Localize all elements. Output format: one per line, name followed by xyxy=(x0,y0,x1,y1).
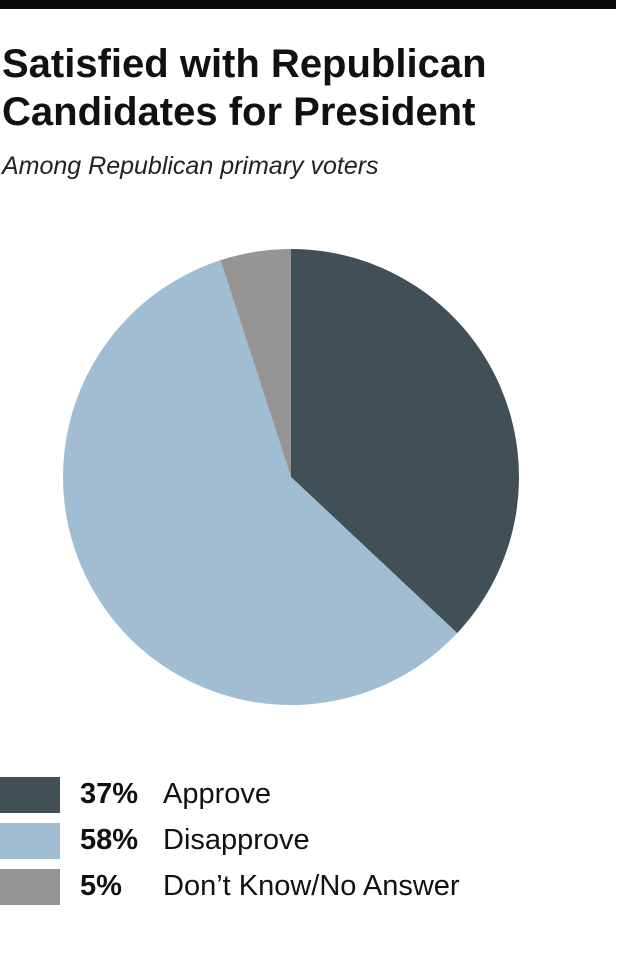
legend-swatch-disapprove xyxy=(0,823,60,859)
legend-label-approve: Approve xyxy=(163,778,272,810)
legend-item-disapprove: 58% Disapprove xyxy=(0,816,620,862)
pie-slice-dont-know xyxy=(220,249,291,477)
chart-subtitle: Among Republican primary voters xyxy=(2,152,379,180)
pie-slices xyxy=(62,249,519,706)
legend-label-dont-know: Don’t Know/No Answer xyxy=(163,870,460,902)
legend: 37% Approve 58% Disapprove 5% Don’t Know… xyxy=(0,770,620,908)
top-rule xyxy=(0,0,616,9)
legend-value-dont-know: 5% xyxy=(80,870,122,902)
legend-value-approve: 37% xyxy=(80,778,139,810)
pie-slice-disapprove xyxy=(62,260,458,706)
legend-swatch-dont-know xyxy=(0,869,60,905)
legend-swatch-approve xyxy=(0,777,60,813)
chart-title: Satisfied with Republican Candidates for… xyxy=(2,42,487,134)
legend-value-disapprove: 58% xyxy=(80,824,139,856)
legend-item-dont-know: 5% Don’t Know/No Answer xyxy=(0,862,620,908)
pie-slice-approve xyxy=(291,249,519,634)
legend-label-disapprove: Disapprove xyxy=(163,824,310,856)
legend-item-approve: 37% Approve xyxy=(0,770,620,816)
